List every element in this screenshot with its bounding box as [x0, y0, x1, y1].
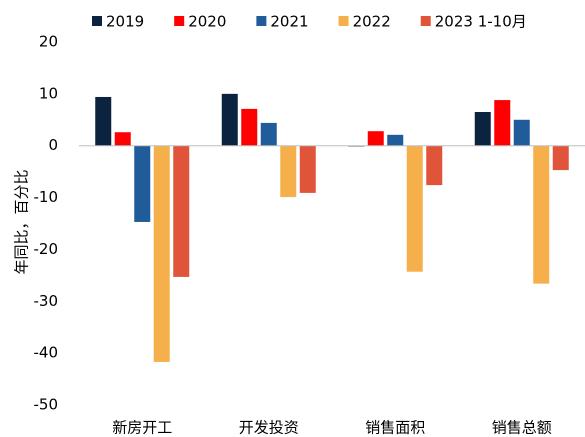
bar	[153, 145, 170, 362]
bar	[474, 112, 491, 146]
bar	[134, 145, 151, 222]
x-tick-label: 新房开工	[112, 419, 172, 437]
bar	[241, 108, 258, 146]
x-tick-label: 开发投资	[239, 419, 299, 437]
bar	[533, 145, 550, 284]
bar	[280, 145, 297, 198]
bar	[299, 145, 316, 193]
bar	[260, 122, 277, 146]
bar	[173, 145, 190, 277]
bar	[406, 145, 423, 272]
legend-swatch	[92, 16, 102, 26]
legend-swatch	[174, 16, 185, 26]
y-tick-label: -10	[34, 188, 59, 206]
y-tick-label: -40	[34, 344, 59, 362]
bar	[513, 119, 530, 146]
legend-label: 2023 1-10月	[435, 13, 527, 31]
y-tick-label: 0	[48, 136, 58, 154]
bar	[552, 145, 569, 171]
y-tick-label: 20	[39, 33, 58, 51]
legend-swatch	[256, 16, 267, 26]
x-tick-label: 销售面积	[365, 419, 425, 437]
legend-label: 2021	[270, 13, 308, 31]
bar	[426, 145, 443, 186]
bar	[114, 132, 131, 146]
bar	[367, 131, 384, 146]
y-tick-label: 10	[39, 84, 58, 102]
y-tick-label: -30	[34, 292, 59, 310]
bar	[494, 100, 511, 146]
legend-label: 2019	[106, 13, 144, 31]
bar	[221, 93, 238, 146]
y-axis-label: 年同比，百分比	[13, 169, 31, 274]
legend-label: 2020	[188, 13, 226, 31]
bar	[95, 96, 112, 146]
y-tick-label: -20	[34, 240, 59, 258]
legend-swatch	[420, 16, 431, 26]
bar	[387, 134, 404, 146]
y-tick-label: -50	[34, 396, 59, 414]
legend-label: 2022	[353, 13, 391, 31]
legend-swatch	[338, 16, 349, 26]
x-tick-label: 销售总额	[492, 419, 552, 437]
